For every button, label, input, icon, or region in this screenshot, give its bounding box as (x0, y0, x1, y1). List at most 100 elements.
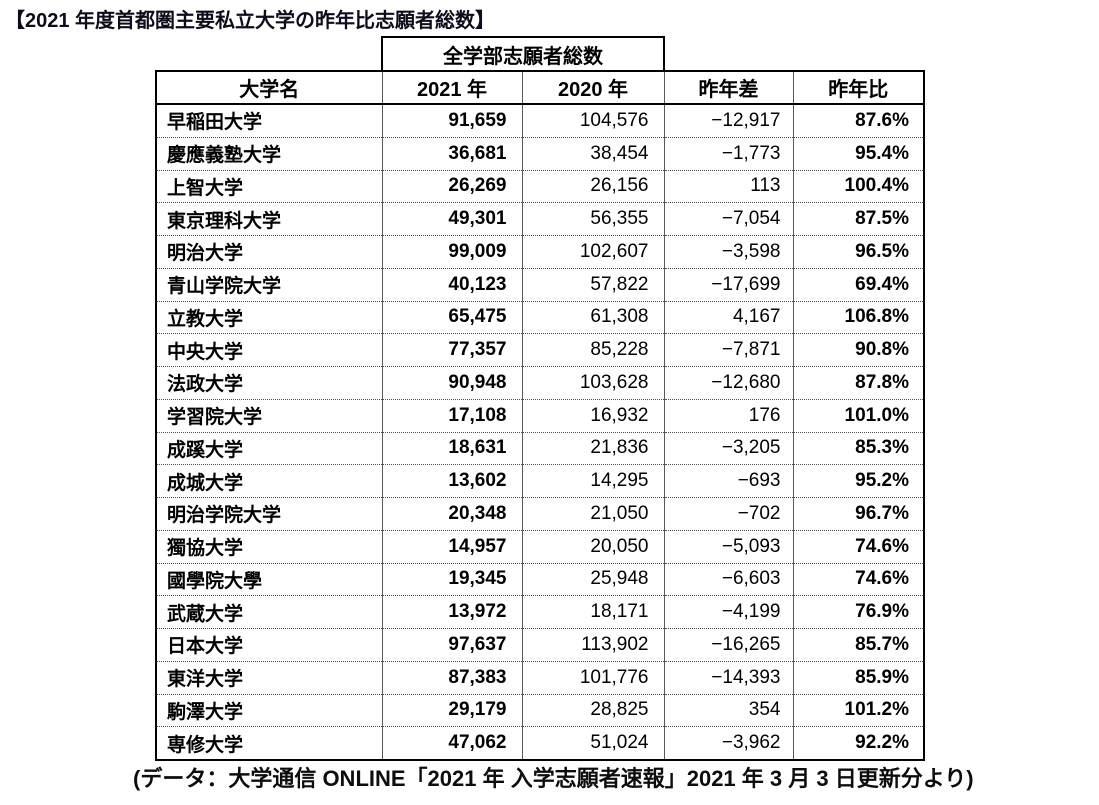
table-row: 獨協大学 14,957 20,050 −5,093 74.6% (155, 530, 925, 564)
cell-2021-value: 14,957 (381, 530, 522, 564)
cell-2021-value: 87,383 (381, 661, 522, 695)
cell-university-name: 成城大学 (155, 464, 382, 498)
merged-header-row: 全学部志願者総数 (156, 36, 924, 72)
cell-diff-value: −14,393 (663, 661, 793, 695)
cell-2021-value: 29,179 (381, 694, 522, 728)
cell-ratio-value: 87.5% (792, 202, 925, 236)
cell-ratio-value: 69.4% (792, 268, 925, 302)
cell-ratio-value: 87.8% (792, 366, 925, 400)
cell-ratio-value: 85.9% (792, 661, 925, 695)
table-row: 東京理科大学 49,301 56,355 −7,054 87.5% (155, 202, 925, 236)
cell-diff-value: −693 (663, 464, 793, 498)
cell-diff-value: −3,962 (663, 726, 793, 762)
cell-diff-value: 4,167 (663, 301, 793, 335)
cell-university-name: 上智大学 (155, 170, 382, 204)
cell-2020-value: 56,355 (521, 202, 664, 236)
cell-ratio-value: 101.0% (792, 399, 925, 433)
cell-university-name: 明治学院大学 (155, 497, 382, 531)
column-header-2021: 2021 年 (381, 70, 522, 105)
cell-2021-value: 26,269 (381, 170, 522, 204)
blank-cell (793, 37, 924, 71)
cell-2020-value: 61,308 (521, 301, 664, 335)
table-row: 明治大学 99,009 102,607 −3,598 96.5% (155, 235, 925, 269)
cell-2020-value: 21,050 (521, 497, 664, 531)
table-row: 早稲田大学 91,659 104,576 −12,917 87.6% (155, 104, 925, 138)
cell-university-name: 明治大学 (155, 235, 382, 269)
cell-2021-value: 47,062 (381, 726, 522, 762)
cell-diff-value: −5,093 (663, 530, 793, 564)
cell-diff-value: −6,603 (663, 563, 793, 597)
table-row: 立教大学 65,475 61,308 4,167 106.8% (155, 301, 925, 335)
cell-diff-value: −702 (663, 497, 793, 531)
table-row: 慶應義塾大学 36,681 38,454 −1,773 95.4% (155, 137, 925, 171)
table-row: 学習院大学 17,108 16,932 176 101.0% (155, 399, 925, 433)
cell-ratio-value: 90.8% (792, 333, 925, 367)
cell-university-name: 学習院大学 (155, 399, 382, 433)
cell-2021-value: 18,631 (381, 432, 522, 466)
cell-2020-value: 26,156 (521, 170, 664, 204)
cell-2021-value: 13,972 (381, 595, 522, 629)
blank-cell (664, 37, 793, 71)
table-row: 成蹊大学 18,631 21,836 −3,205 85.3% (155, 432, 925, 466)
cell-2020-value: 18,171 (521, 595, 664, 629)
cell-2020-value: 102,607 (521, 235, 664, 269)
cell-diff-value: −3,598 (663, 235, 793, 269)
cell-2021-value: 17,108 (381, 399, 522, 433)
cell-diff-value: −4,199 (663, 595, 793, 629)
cell-university-name: 立教大学 (155, 301, 382, 335)
cell-2021-value: 77,357 (381, 333, 522, 367)
table-body: 早稲田大学 91,659 104,576 −12,917 87.6% 慶應義塾大学 36,6… (155, 104, 925, 762)
cell-2020-value: 16,932 (521, 399, 664, 433)
cell-2020-value: 113,902 (521, 628, 664, 662)
table-row: 専修大学 47,062 51,024 −3,962 92.2% (155, 726, 925, 762)
cell-university-name: 専修大学 (155, 726, 382, 762)
cell-university-name: 駒澤大学 (155, 694, 382, 728)
cell-diff-value: −7,054 (663, 202, 793, 236)
cell-2020-value: 103,628 (521, 366, 664, 400)
cell-ratio-value: 85.3% (792, 432, 925, 466)
cell-ratio-value: 96.7% (792, 497, 925, 531)
cell-2021-value: 19,345 (381, 563, 522, 597)
cell-university-name: 東洋大学 (155, 661, 382, 695)
cell-diff-value: −12,680 (663, 366, 793, 400)
table-row: 中央大学 77,357 85,228 −7,871 90.8% (155, 333, 925, 367)
cell-ratio-value: 95.4% (792, 137, 925, 171)
cell-2021-value: 20,348 (381, 497, 522, 531)
cell-2021-value: 90,948 (381, 366, 522, 400)
cell-2020-value: 101,776 (521, 661, 664, 695)
cell-2020-value: 25,948 (521, 563, 664, 597)
cell-diff-value: −1,773 (663, 137, 793, 171)
cell-ratio-value: 106.8% (792, 301, 925, 335)
table-row: 法政大学 90,948 103,628 −12,680 87.8% (155, 366, 925, 400)
cell-diff-value: −16,265 (663, 628, 793, 662)
table-row: 武蔵大学 13,972 18,171 −4,199 76.9% (155, 595, 925, 629)
cell-diff-value: 354 (663, 694, 793, 728)
cell-ratio-value: 85.7% (792, 628, 925, 662)
cell-university-name: 東京理科大学 (155, 202, 382, 236)
cell-2021-value: 99,009 (381, 235, 522, 269)
cell-university-name: 日本大学 (155, 628, 382, 662)
column-header-2020: 2020 年 (521, 70, 664, 105)
cell-2020-value: 14,295 (521, 464, 664, 498)
cell-2020-value: 28,825 (521, 694, 664, 728)
cell-diff-value: −7,871 (663, 333, 793, 367)
cell-ratio-value: 76.9% (792, 595, 925, 629)
cell-university-name: 早稲田大学 (155, 104, 382, 138)
cell-university-name: 國學院大學 (155, 563, 382, 597)
merged-group-header: 全学部志願者総数 (381, 36, 665, 72)
cell-university-name: 武蔵大学 (155, 595, 382, 629)
cell-university-name: 青山学院大学 (155, 268, 382, 302)
cell-2020-value: 51,024 (521, 726, 664, 762)
table-row: 青山学院大学 40,123 57,822 −17,699 69.4% (155, 268, 925, 302)
page-title: 【2021 年度首都圏主要私立大学の昨年比志願者総数】 (5, 10, 496, 32)
cell-university-name: 成蹊大学 (155, 432, 382, 466)
table-row: 國學院大學 19,345 25,948 −6,603 74.6% (155, 563, 925, 597)
cell-2020-value: 85,228 (521, 333, 664, 367)
cell-diff-value: 113 (663, 170, 793, 204)
source-note: (データ：大学通信 ONLINE「2021 年 入学志願者速報」2021 年 3… (133, 766, 974, 791)
cell-2020-value: 20,050 (521, 530, 664, 564)
column-header-ratio: 昨年比 (792, 70, 925, 105)
table-row: 成城大学 13,602 14,295 −693 95.2% (155, 464, 925, 498)
cell-diff-value: 176 (663, 399, 793, 433)
cell-diff-value: −17,699 (663, 268, 793, 302)
